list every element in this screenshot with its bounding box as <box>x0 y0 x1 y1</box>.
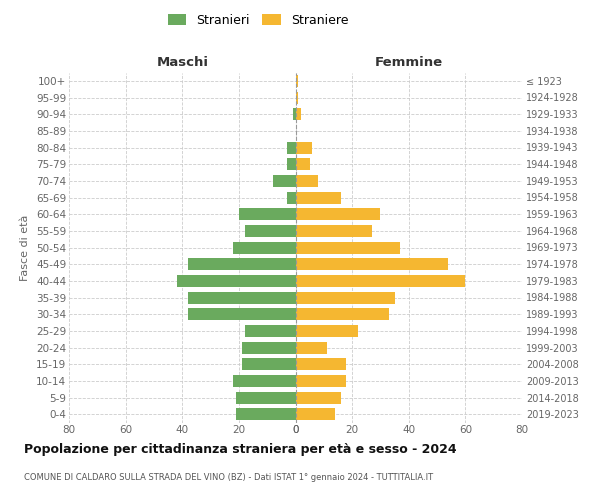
Bar <box>296 408 335 420</box>
Bar <box>296 308 389 320</box>
Bar <box>245 225 296 237</box>
Bar <box>296 158 310 170</box>
Bar <box>296 275 466 287</box>
Bar <box>287 142 296 154</box>
Bar <box>245 325 296 337</box>
Bar <box>188 292 296 304</box>
Bar <box>287 192 296 203</box>
Bar <box>233 242 296 254</box>
Bar <box>293 108 296 120</box>
Bar <box>242 342 296 353</box>
Bar <box>296 175 318 187</box>
Bar <box>296 292 395 304</box>
Text: Popolazione per cittadinanza straniera per età e sesso - 2024: Popolazione per cittadinanza straniera p… <box>24 442 457 456</box>
Bar <box>296 192 341 203</box>
Bar <box>239 208 296 220</box>
Bar <box>296 342 326 353</box>
Bar <box>296 258 448 270</box>
Bar <box>296 75 298 87</box>
Bar <box>296 375 346 387</box>
Bar <box>236 408 296 420</box>
Bar <box>236 392 296 404</box>
Bar <box>242 358 296 370</box>
Bar <box>296 358 346 370</box>
Bar <box>188 258 296 270</box>
Bar <box>296 208 380 220</box>
Text: COMUNE DI CALDARO SULLA STRADA DEL VINO (BZ) - Dati ISTAT 1° gennaio 2024 - TUTT: COMUNE DI CALDARO SULLA STRADA DEL VINO … <box>24 472 433 482</box>
Bar <box>273 175 296 187</box>
Bar <box>296 325 358 337</box>
Bar <box>296 242 400 254</box>
Y-axis label: Fasce di età: Fasce di età <box>20 214 31 280</box>
Legend: Stranieri, Straniere: Stranieri, Straniere <box>163 8 353 32</box>
Bar <box>176 275 296 287</box>
Bar <box>296 108 301 120</box>
Bar <box>296 142 313 154</box>
Bar <box>296 392 341 404</box>
Bar <box>287 158 296 170</box>
Title: Femmine: Femmine <box>374 56 443 68</box>
Bar <box>296 92 298 104</box>
Bar <box>188 308 296 320</box>
Bar <box>233 375 296 387</box>
Title: Maschi: Maschi <box>156 56 208 68</box>
Bar <box>296 225 372 237</box>
